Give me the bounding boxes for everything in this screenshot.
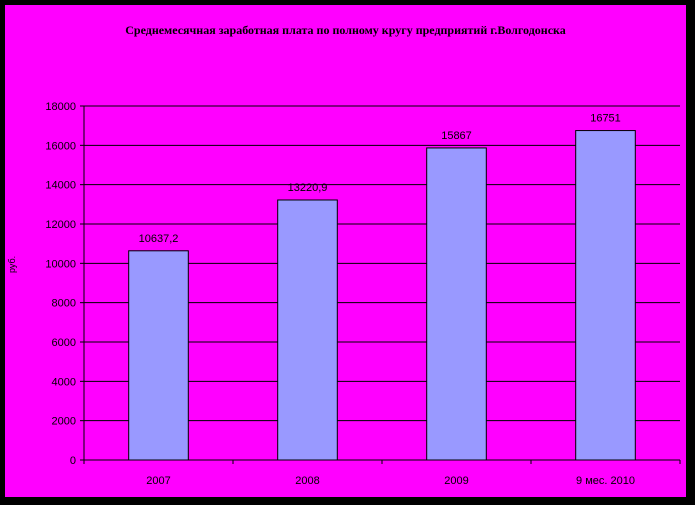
y-tick-label: 6000 (52, 337, 76, 349)
x-tick-label: 2007 (146, 475, 170, 487)
y-tick-label: 16000 (45, 140, 76, 152)
x-tick-label: 2009 (444, 475, 468, 487)
x-tick-label: 2008 (295, 475, 319, 487)
data-label: 10637,2 (139, 233, 179, 245)
y-tick-label: 10000 (45, 258, 76, 270)
bar (426, 147, 487, 461)
y-tick-label: 4000 (52, 376, 76, 388)
data-label: 16751 (590, 113, 621, 125)
bar (128, 250, 189, 461)
x-tick-label: 9 мес. 2010 (576, 475, 635, 487)
y-tick-label: 14000 (45, 180, 76, 192)
y-tick-label: 2000 (52, 416, 76, 428)
y-tick-label: 12000 (45, 219, 76, 231)
chart-area: Среднемесячная заработная плата по полно… (4, 4, 687, 498)
data-label: 15867 (441, 130, 472, 142)
bar (575, 130, 636, 461)
chart-title: Среднемесячная заработная плата по полно… (125, 23, 566, 37)
y-tick-label: 8000 (52, 298, 76, 310)
bar (277, 199, 338, 461)
data-label: 13220,9 (288, 182, 328, 194)
y-tick-label: 0 (70, 455, 76, 467)
y-tick-label: 18000 (45, 101, 76, 113)
chart-svg: 0 2000 4000 6000 8000 10000 12000 14000 16000 180… (45, 101, 681, 487)
